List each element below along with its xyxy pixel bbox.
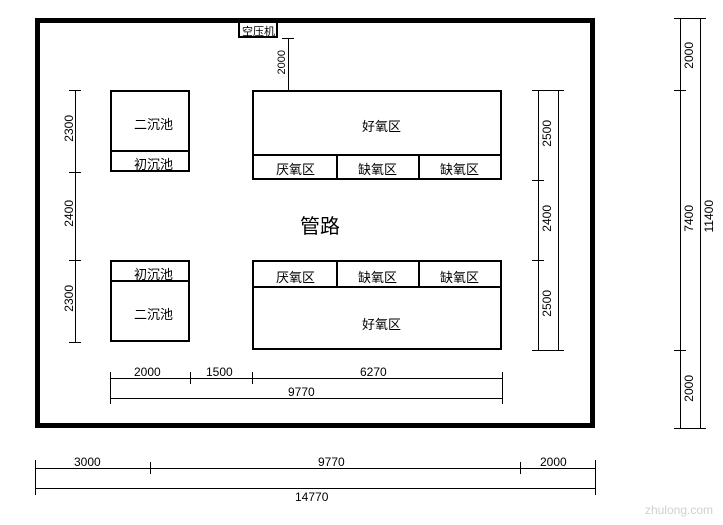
compressor-label: 空压机: [242, 23, 275, 39]
dim-line-right-outer: [700, 18, 701, 428]
secondary-tank-label-2: 二沉池: [134, 304, 173, 323]
tick: [69, 342, 81, 343]
process-divider-h2: [254, 286, 500, 288]
upper-left-tank: 二沉池 初沉池: [110, 90, 190, 172]
secondary-tank-label-1: 二沉池: [134, 114, 173, 133]
dim-2300-bot: 2300: [62, 285, 76, 312]
tick: [674, 18, 706, 19]
dim-line-inner-1: [110, 378, 502, 379]
dim-2000-a: 2000: [134, 365, 161, 379]
process-divider-v2: [418, 154, 420, 180]
tick: [520, 462, 521, 474]
dim-line-bottom-second: [35, 468, 595, 469]
process-divider-v3: [336, 262, 338, 286]
primary-tank-label-2: 初沉池: [134, 264, 173, 283]
tick: [532, 350, 564, 351]
dim-3000: 3000: [74, 455, 101, 469]
dim-line-bottom-outer: [35, 488, 595, 489]
dim-2500-bot: 2500: [540, 290, 554, 317]
anaerobic-label-2: 厌氧区: [276, 267, 315, 286]
tick: [674, 90, 686, 91]
dim-comp-2000: 2000: [276, 50, 288, 74]
lower-left-tank: 初沉池 二沉池: [110, 260, 190, 342]
dim-9770-inner: 9770: [288, 385, 315, 399]
dim-7400: 7400: [682, 205, 696, 232]
tick: [190, 372, 191, 384]
dim-line-right-2: [680, 18, 681, 428]
upper-process-block: 好氧区 厌氧区 缺氧区 缺氧区: [252, 90, 502, 180]
tick: [110, 372, 111, 404]
aerobic-label-2: 好氧区: [362, 314, 401, 333]
process-divider-v4: [418, 262, 420, 286]
anoxic-label-1a: 缺氧区: [358, 159, 397, 178]
anaerobic-label-1: 厌氧区: [276, 159, 315, 178]
tick: [595, 460, 596, 495]
dim-2300-top: 2300: [62, 115, 76, 142]
anoxic-label-2a: 缺氧区: [358, 267, 397, 286]
dim-2000-bot: 2000: [682, 375, 696, 402]
tick: [532, 90, 564, 91]
dim-2400-l: 2400: [62, 200, 76, 227]
process-divider-v1: [336, 154, 338, 180]
compressor-box: 空压机: [238, 18, 278, 38]
tick: [282, 38, 294, 39]
anoxic-label-1b: 缺氧区: [440, 159, 479, 178]
tick: [532, 180, 544, 181]
aerobic-label-1: 好氧区: [362, 116, 401, 135]
dim-2000-top: 2000: [682, 42, 696, 69]
tick: [282, 90, 294, 91]
tick: [674, 428, 706, 429]
tick: [674, 350, 686, 351]
tick: [35, 460, 36, 495]
tick: [150, 462, 151, 474]
dim-14770: 14770: [295, 490, 328, 504]
tick: [252, 372, 253, 384]
process-divider-h1: [254, 154, 500, 156]
dim-2000-right: 2000: [540, 455, 567, 469]
dim-1500: 1500: [206, 365, 233, 379]
tick: [69, 172, 81, 173]
dim-2500-top: 2500: [540, 120, 554, 147]
dim-6270: 6270: [360, 365, 387, 379]
dim-2400-mid: 2400: [540, 205, 554, 232]
watermark: zhulong.com: [645, 503, 713, 517]
tick: [502, 372, 503, 404]
tick: [532, 260, 544, 261]
dim-compressor: [288, 38, 289, 90]
anoxic-label-2b: 缺氧区: [440, 267, 479, 286]
primary-tank-label-1: 初沉池: [134, 154, 173, 173]
dim-line-block-r1: [538, 90, 539, 350]
pipe-label: 管路: [300, 210, 340, 239]
tank-divider: [112, 150, 188, 152]
lower-process-block: 厌氧区 缺氧区 缺氧区 好氧区: [252, 260, 502, 350]
dim-line-block-r2: [558, 90, 559, 350]
tick: [69, 260, 81, 261]
tick: [69, 90, 81, 91]
dim-9770-outer: 9770: [318, 455, 345, 469]
dim-11400: 11400: [702, 200, 716, 232]
